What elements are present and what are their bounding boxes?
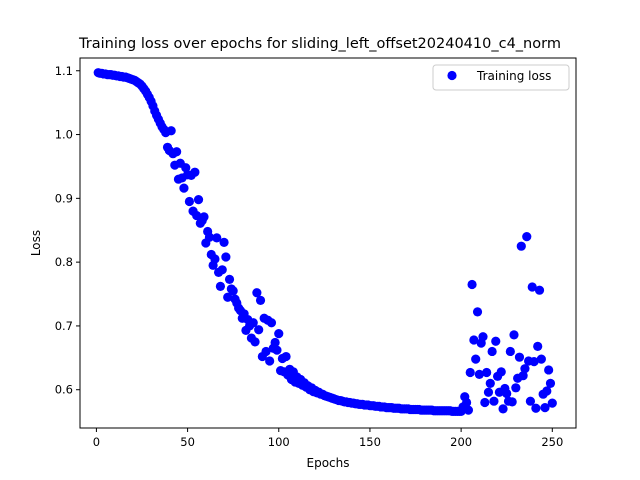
legend-marker xyxy=(447,70,457,81)
data-point xyxy=(255,295,266,306)
x-tick-label: 0 xyxy=(93,435,100,449)
data-point xyxy=(261,346,271,357)
data-point xyxy=(529,357,539,367)
data-point xyxy=(472,307,483,317)
data-point xyxy=(514,352,525,362)
data-point xyxy=(270,337,280,348)
y-axis: 0.6 0.7 0.8 0.9 1.0 1.1 xyxy=(55,64,80,397)
data-point xyxy=(228,286,238,296)
data-point xyxy=(474,369,484,380)
data-point xyxy=(498,404,508,414)
data-point xyxy=(502,388,512,399)
data-point xyxy=(531,403,541,413)
data-point xyxy=(172,147,182,157)
y-tick-label: 0.9 xyxy=(55,191,73,205)
data-point xyxy=(483,387,494,397)
data-point xyxy=(204,232,215,242)
legend-box xyxy=(432,64,570,91)
data-point xyxy=(166,126,176,136)
data-point xyxy=(520,364,530,374)
data-point xyxy=(217,265,227,275)
data-point xyxy=(190,167,200,177)
data-point xyxy=(534,285,545,295)
data-point xyxy=(542,386,552,396)
data-point xyxy=(545,378,556,388)
data-point xyxy=(184,196,195,207)
data-point xyxy=(544,365,554,375)
data-point xyxy=(533,341,543,351)
data-point xyxy=(489,396,499,406)
y-tick-label: 0.6 xyxy=(55,383,73,397)
data-point xyxy=(487,346,497,357)
legend-label: Training loss xyxy=(476,69,551,83)
data-point xyxy=(547,398,557,408)
data-point xyxy=(215,281,226,291)
data-point xyxy=(511,383,521,393)
y-axis-label: Loss xyxy=(29,230,43,256)
data-point xyxy=(471,354,481,364)
y-tick-label: 1.0 xyxy=(55,128,73,142)
data-point xyxy=(469,335,479,345)
data-point xyxy=(181,163,191,173)
data-point xyxy=(540,402,550,413)
data-point xyxy=(210,254,220,264)
data-point xyxy=(505,346,515,357)
data-point xyxy=(536,354,546,364)
data-point xyxy=(265,356,275,366)
data-points xyxy=(93,68,557,417)
data-point xyxy=(250,337,260,347)
data-point xyxy=(274,328,284,339)
data-point xyxy=(252,288,262,298)
x-tick-label: 200 xyxy=(450,435,472,449)
data-point xyxy=(223,292,233,302)
y-tick-label: 0.7 xyxy=(55,319,73,333)
x-axis-label: Epochs xyxy=(307,456,350,470)
legend: Training loss xyxy=(432,64,570,91)
chart-title: Training loss over epochs for sliding_le… xyxy=(78,36,561,52)
data-point xyxy=(272,345,282,355)
data-point xyxy=(212,233,222,243)
data-point xyxy=(463,405,474,415)
data-point xyxy=(516,241,526,251)
data-point xyxy=(491,336,501,346)
data-point xyxy=(522,232,532,242)
data-point xyxy=(527,282,537,292)
data-point xyxy=(461,397,472,408)
data-point xyxy=(199,212,209,222)
data-point xyxy=(224,274,235,284)
x-tick-label: 100 xyxy=(268,435,290,449)
x-tick-label: 150 xyxy=(359,435,381,449)
data-point xyxy=(478,332,488,342)
data-point xyxy=(518,371,528,381)
data-point xyxy=(507,397,517,407)
data-point xyxy=(281,351,291,362)
data-point xyxy=(525,396,536,406)
data-point xyxy=(254,325,264,335)
axes-frame xyxy=(79,57,577,429)
data-point xyxy=(219,237,229,247)
y-tick-label: 1.1 xyxy=(55,64,73,78)
y-tick-label: 0.8 xyxy=(55,255,73,269)
data-point xyxy=(465,367,475,378)
x-axis: 0 50 100 150 200 250 xyxy=(93,428,563,449)
data-point xyxy=(467,279,477,290)
x-tick-label: 50 xyxy=(180,435,195,449)
data-point xyxy=(266,318,277,328)
x-tick-label: 250 xyxy=(541,435,563,449)
data-point xyxy=(509,330,519,340)
data-point xyxy=(496,367,506,377)
data-point xyxy=(193,195,204,205)
data-point xyxy=(179,183,189,193)
data-point xyxy=(482,367,492,378)
data-point xyxy=(221,252,231,262)
data-point xyxy=(480,397,490,408)
data-point xyxy=(485,378,495,388)
data-point xyxy=(248,318,258,328)
